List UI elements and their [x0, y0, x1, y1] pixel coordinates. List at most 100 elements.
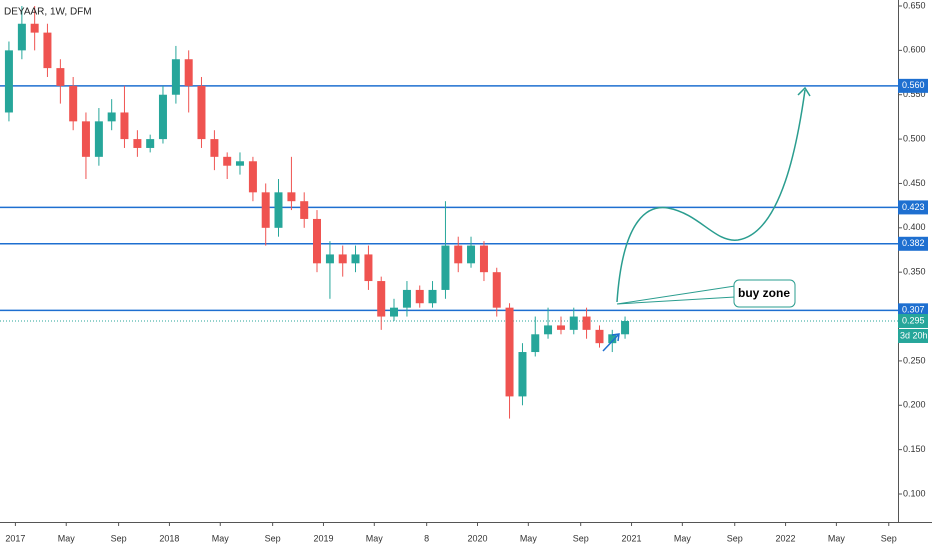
candle-body: [43, 32, 52, 69]
candle-body: [223, 156, 232, 166]
annotation-box: [733, 279, 796, 308]
candle-body: [107, 112, 116, 122]
candle-body: [556, 325, 565, 330]
y-tick-label: 0.400: [903, 222, 926, 232]
y-tick-label: 0.600: [903, 45, 926, 55]
candle-body: [94, 121, 103, 157]
candle-body: [325, 254, 334, 264]
level-label: 0.382: [902, 238, 925, 248]
annotation: buy zone: [738, 286, 790, 300]
candle-body: [479, 245, 488, 273]
candle-body: [261, 192, 270, 228]
callout-line: [616, 296, 736, 305]
candle-body: [235, 161, 244, 166]
candle-body: [505, 307, 514, 397]
x-tick-label: May: [366, 533, 384, 543]
candle-body: [621, 320, 630, 335]
x-tick-label: Sep: [727, 533, 743, 543]
level-label-box: [898, 236, 928, 251]
level-label-box: [898, 200, 928, 215]
y-tick-label: 0.450: [903, 178, 926, 188]
candle-body: [338, 254, 347, 264]
x-tick-label: May: [212, 533, 230, 543]
x-tick-label: Sep: [573, 533, 589, 543]
x-tick-label: 2021: [622, 533, 642, 543]
candle-body: [69, 85, 78, 122]
x-tick-label: 2020: [467, 533, 487, 543]
candle-body: [197, 85, 206, 140]
countdown: 3d 20h: [900, 330, 928, 340]
last-price-label: 0.295: [902, 315, 925, 325]
candle-body: [402, 289, 411, 308]
x-tick-label: May: [674, 533, 692, 543]
y-tick-label: 0.250: [903, 355, 926, 365]
candle-body: [415, 289, 424, 304]
projection-curve: [616, 89, 806, 303]
callout-line: [616, 285, 736, 305]
chart-title: DEYAAR, 1W, DFM: [4, 7, 92, 18]
countdown-box: [898, 328, 928, 343]
candle-body: [351, 254, 360, 264]
x-tick-label: 2017: [5, 533, 25, 543]
candle-body: [17, 23, 26, 51]
y-tick-label: 0.500: [903, 133, 926, 143]
candle-body: [248, 161, 257, 193]
candle-body: [364, 254, 373, 282]
y-tick-label: 0.350: [903, 267, 926, 277]
x-tick-label: 2022: [776, 533, 796, 543]
candle-body: [569, 316, 578, 330]
candle-body: [518, 352, 527, 397]
y-tick-label: 0.650: [903, 0, 926, 10]
candle-body: [287, 192, 296, 202]
candle-body: [467, 245, 476, 264]
candle-body: [56, 68, 65, 86]
y-tick-label: 0.200: [903, 400, 926, 410]
level-label: 0.560: [902, 80, 925, 90]
candle-body: [158, 94, 167, 140]
x-tick-label: Sep: [111, 533, 127, 543]
candle-body: [4, 50, 13, 113]
level-label-box: [898, 78, 928, 93]
candle-body: [492, 272, 501, 308]
candle-body: [171, 59, 180, 95]
plot: [0, 6, 898, 419]
candle-body: [274, 192, 283, 228]
candle-body: [377, 281, 386, 317]
level-label-box: [898, 303, 928, 318]
candle-body: [184, 59, 193, 86]
y-tick-label: 0.550: [903, 89, 926, 99]
x-tick-label: 2018: [159, 533, 179, 543]
candle-body: [582, 316, 591, 330]
trend-arrow: [602, 333, 620, 352]
candle-body: [595, 329, 604, 344]
candle-body: [454, 245, 463, 264]
candle-body: [120, 112, 129, 140]
candle-body: [544, 325, 553, 335]
y-tick-label: 0.100: [903, 488, 926, 498]
x-tick-label: 2019: [313, 533, 333, 543]
candle-body: [146, 139, 155, 148]
arrow-head: [797, 86, 811, 97]
x-tick-label: May: [58, 533, 76, 543]
last-price-box: [898, 313, 928, 328]
x-tick-label: Sep: [881, 533, 897, 543]
candle-body: [312, 218, 321, 264]
x-tick-label: May: [520, 533, 538, 543]
y-tick-label: 0.150: [903, 444, 926, 454]
candle-body: [390, 307, 399, 317]
x-tick-label: May: [828, 533, 846, 543]
candle-body: [210, 139, 219, 157]
candle-body: [30, 23, 39, 33]
x-tick-label: Sep: [265, 533, 281, 543]
candle-body: [428, 289, 437, 304]
candle-body: [608, 334, 617, 344]
level-label: 0.423: [902, 202, 925, 212]
candle-body: [531, 334, 540, 353]
candle-body: [81, 121, 90, 157]
x-tick-label: 8: [424, 533, 429, 543]
candle-body: [300, 201, 309, 219]
level-label: 0.307: [902, 305, 925, 315]
candle-body: [441, 245, 450, 290]
